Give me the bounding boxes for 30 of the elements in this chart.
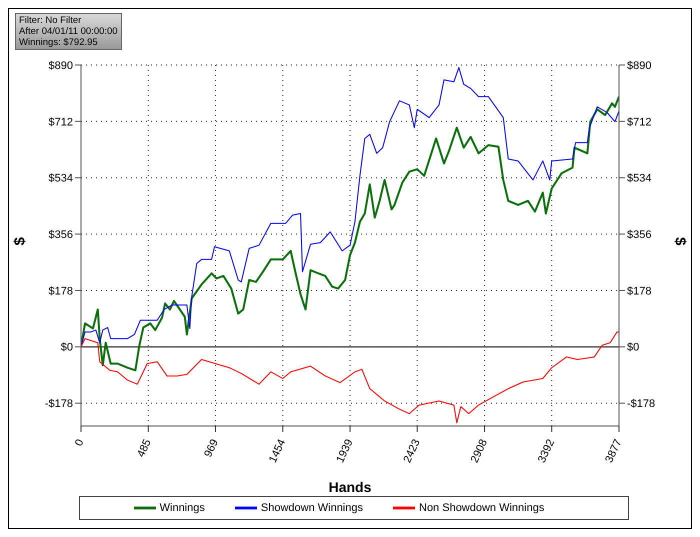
y2-axis-title: $ (672, 237, 689, 246)
x-tick-label: 485 (135, 437, 154, 460)
y-tick-label: $0 (60, 342, 73, 354)
x-tick-label: 969 (202, 437, 221, 460)
y2-tick-label: $534 (627, 172, 652, 185)
y2-tick-label: -$178 (627, 398, 656, 410)
y2-tick-label: $712 (627, 116, 652, 128)
legend-label: Showdown Winnings (260, 502, 363, 514)
legend-label: Non Showdown Winnings (419, 502, 544, 514)
y2-tick-label: $890 (627, 60, 652, 72)
x-tick-label: 1939 (334, 437, 356, 465)
x-tick-label: 2423 (401, 437, 423, 465)
y-tick-label: $890 (48, 60, 73, 72)
y-tick-label: $534 (48, 172, 73, 185)
y2-tick-label: $356 (627, 229, 652, 242)
x-tick-label: 3877 (603, 437, 624, 465)
y-tick-label: $712 (48, 116, 73, 128)
x-tick-label: 3392 (536, 437, 558, 465)
x-tick-label: 0 (72, 437, 86, 448)
info-box: Filter: No Filter After 04/01/11 00:00:00 Winnings: $792.95 (15, 13, 122, 50)
legend-label: Winnings (160, 502, 205, 514)
y2-tick-label: $178 (627, 285, 652, 298)
y-axis-title: $ (11, 236, 28, 246)
x-tick-label: 1454 (266, 437, 288, 465)
x-tick-label: 2908 (468, 437, 490, 465)
x-axis-title: Hands (328, 479, 372, 495)
y-tick-label: $356 (48, 229, 73, 242)
y-tick-label: $178 (48, 285, 73, 298)
y2-tick-label: $0 (627, 342, 640, 354)
y-tick-label: -$178 (44, 398, 73, 410)
